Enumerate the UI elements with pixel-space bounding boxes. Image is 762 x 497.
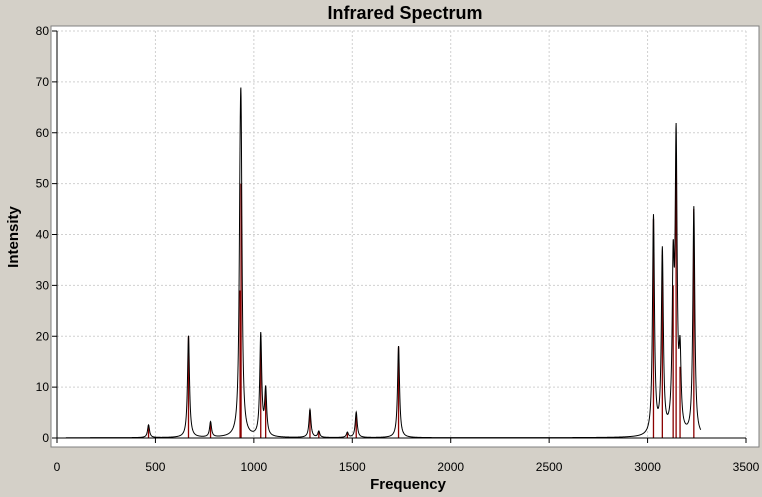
x-tick-label: 2500: [536, 460, 563, 474]
plot-area: [50, 25, 760, 448]
y-tick-label: 70: [36, 75, 50, 89]
stick-spectrum: [147, 153, 695, 438]
x-axis-label: Frequency: [370, 476, 447, 493]
x-tick-label: 1000: [241, 460, 268, 474]
chart-title: Infrared Spectrum: [327, 3, 482, 23]
x-tick-label: 3500: [733, 460, 760, 474]
y-tick-label: 50: [36, 177, 50, 191]
y-tick-label: 0: [42, 431, 49, 445]
x-tick-label: 2000: [437, 460, 464, 474]
spectrum-curve: [65, 87, 702, 439]
y-tick-label: 10: [36, 380, 50, 394]
x-tick-label: 1500: [339, 460, 366, 474]
x-tick-label: 500: [145, 460, 165, 474]
y-tick-label: 80: [36, 24, 50, 38]
axes: 0 500 1000 1500 2000 2500 3000 3500 0 10 20 30 40 50 6…: [36, 24, 760, 474]
x-tick-label: 0: [54, 460, 61, 474]
y-tick-label: 60: [36, 126, 50, 140]
y-tick-label: 40: [36, 228, 50, 242]
y-axis-label: Intensity: [5, 206, 22, 268]
x-tick-label: 3000: [634, 460, 661, 474]
y-tick-label: 30: [36, 278, 50, 292]
y-tick-label: 20: [36, 329, 50, 343]
